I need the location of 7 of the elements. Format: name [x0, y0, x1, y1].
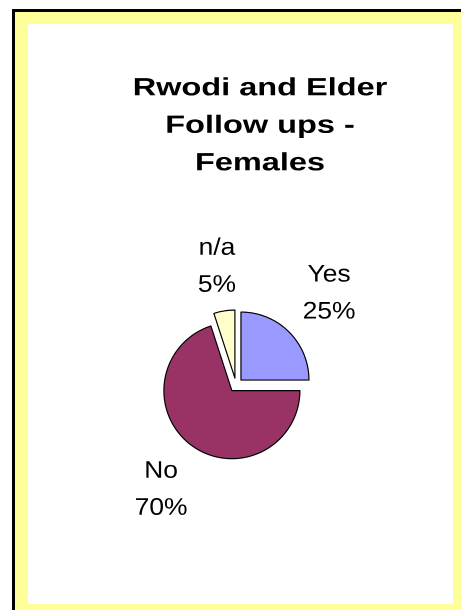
data-label: 25%: [304, 302, 355, 319]
chart-title: Rwodi and Elder Follow ups - Females: [134, 77, 387, 171]
slice-label: Yes: [308, 265, 350, 282]
data-label: 70%: [136, 498, 187, 515]
slice-label: No: [146, 461, 177, 478]
slice-label: n/a: [200, 237, 236, 255]
data-label: 5%: [198, 275, 236, 292]
